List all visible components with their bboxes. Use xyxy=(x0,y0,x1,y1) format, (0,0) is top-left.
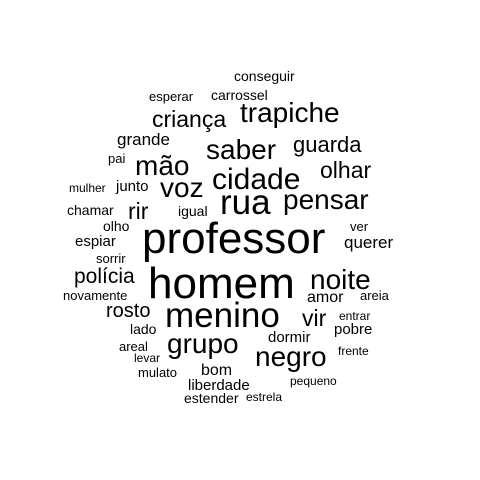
word-grupo: grupo xyxy=(167,328,239,359)
word-mulato: mulato xyxy=(138,365,177,380)
word-frente: frente xyxy=(338,344,369,358)
word-guarda: guarda xyxy=(293,132,362,157)
word-novamente: novamente xyxy=(63,288,127,303)
word-pensar: pensar xyxy=(283,184,369,215)
word-estrela: estrela xyxy=(246,390,282,404)
word-esperar: esperar xyxy=(149,89,194,104)
word-levar: levar xyxy=(134,351,160,365)
word-amor: amor xyxy=(307,289,344,306)
word-saber: saber xyxy=(206,134,276,165)
word-areia: areia xyxy=(360,288,390,303)
word-menino: menino xyxy=(165,296,280,335)
word-negro: negro xyxy=(255,341,327,372)
word-entrar: entrar xyxy=(339,309,370,323)
word-lado: lado xyxy=(130,321,157,337)
word-sorrir: sorrir xyxy=(96,251,126,266)
word-rua: rua xyxy=(220,183,271,222)
word-bom: bom xyxy=(201,362,232,379)
word-areal: areal xyxy=(119,339,148,354)
word-chamar: chamar xyxy=(67,202,114,218)
word-querer: querer xyxy=(344,233,393,252)
word-igual: igual xyxy=(178,203,208,219)
word-estender: estender xyxy=(184,390,239,406)
word-pai: pai xyxy=(108,151,125,166)
word-crianca: criança xyxy=(152,106,226,132)
word-olhar: olhar xyxy=(320,157,371,183)
word-carrossel: carrossel xyxy=(211,87,268,103)
word-rosto: rosto xyxy=(106,300,150,322)
word-professor: professor xyxy=(142,214,325,263)
word-rir: rir xyxy=(128,198,149,224)
word-noite: noite xyxy=(310,264,371,295)
word-junto: junto xyxy=(115,178,149,195)
word-homem: homem xyxy=(148,259,295,308)
word-mao: mão xyxy=(135,150,189,181)
word-olho: olho xyxy=(103,218,130,234)
word-pequeno: pequeno xyxy=(290,374,337,388)
word-policia: polícia xyxy=(74,265,135,288)
word-pobre: pobre xyxy=(334,321,372,338)
word-cidade: cidade xyxy=(212,163,300,196)
word-ver: ver xyxy=(350,219,369,234)
word-mulher: mulher xyxy=(69,181,106,195)
word-trapiche: trapiche xyxy=(240,97,340,128)
word-liberdade: liberdade xyxy=(188,377,250,394)
word-conseguir: conseguir xyxy=(234,68,295,84)
word-vir: vir xyxy=(302,305,327,331)
word-grande: grande xyxy=(117,130,170,149)
word-voz: voz xyxy=(160,172,204,203)
word-espiar: espiar xyxy=(75,233,116,250)
word-dormir: dormir xyxy=(268,329,311,346)
